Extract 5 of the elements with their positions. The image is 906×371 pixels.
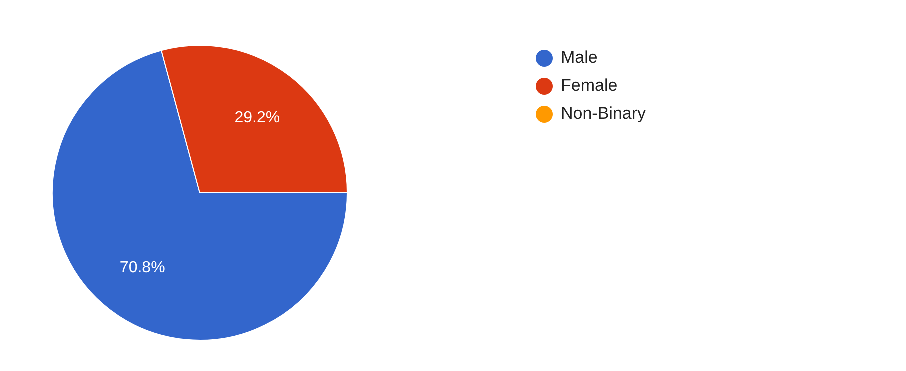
legend-label: Male [561,48,598,68]
data-label: 29.2% [234,109,280,126]
data-label: 70.8% [120,259,166,276]
legend-label: Female [561,76,618,96]
legend-label: Non-Binary [561,104,646,124]
